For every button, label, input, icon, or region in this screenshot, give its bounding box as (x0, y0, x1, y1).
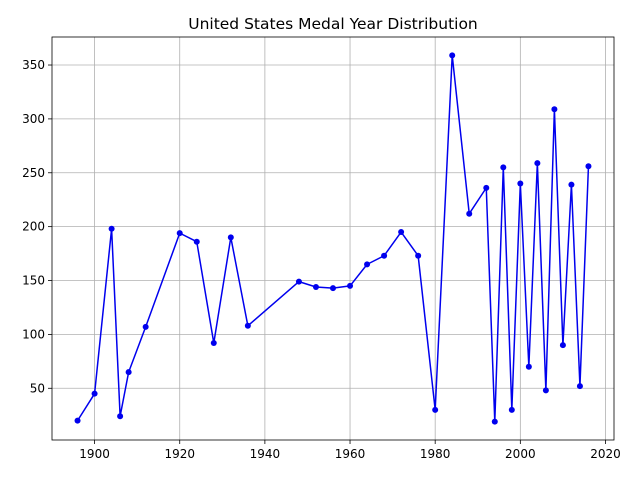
data-point (210, 340, 217, 347)
data-point (125, 369, 132, 376)
data-point (415, 252, 422, 259)
data-point (542, 387, 549, 394)
x-tick-label: 1960 (335, 447, 366, 461)
data-point (117, 413, 124, 420)
data-point (585, 163, 592, 170)
x-axis: 1900 1920 1940 1960 1980 2000 2020 (79, 440, 621, 461)
x-tick-label: 1900 (79, 447, 110, 461)
x-tick-label: 1920 (164, 447, 195, 461)
x-tick-label: 1940 (250, 447, 281, 461)
y-tick-label: 100 (22, 327, 45, 341)
y-tick-label: 350 (22, 58, 45, 72)
plot-frame (51, 36, 615, 441)
data-point (227, 234, 234, 241)
data-point (534, 160, 541, 167)
data-point (91, 390, 98, 397)
chart-title: United States Medal Year Distribution (188, 15, 478, 33)
data-point (500, 164, 507, 171)
data-point (381, 252, 388, 259)
data-point (347, 282, 354, 289)
data-point (483, 184, 490, 191)
data-point (142, 323, 149, 330)
data-point (295, 278, 302, 285)
data-point (74, 417, 81, 424)
data-point (176, 230, 183, 237)
data-point (576, 383, 583, 390)
data-point (517, 180, 524, 187)
x-tick-label: 1980 (420, 447, 451, 461)
gridlines (52, 37, 614, 440)
data-point (508, 406, 515, 413)
y-tick-label: 300 (22, 112, 45, 126)
data-point (568, 181, 575, 188)
data-point (551, 106, 558, 113)
series-layer (74, 52, 592, 425)
y-tick-label: 50 (30, 381, 45, 395)
data-point (559, 342, 566, 349)
data-point (491, 418, 498, 425)
data-point (244, 322, 251, 329)
x-tick-label: 2020 (590, 447, 621, 461)
y-tick-label: 150 (22, 274, 45, 288)
data-point (193, 238, 200, 245)
data-point (330, 285, 336, 292)
data-point (432, 406, 439, 413)
y-tick-label: 250 (22, 166, 45, 180)
data-point (364, 261, 371, 268)
series-line (76, 54, 590, 423)
y-tick-label: 200 (22, 220, 45, 234)
data-point (108, 225, 115, 232)
data-point (466, 210, 473, 217)
y-axis: 50 100 150 200 250 300 350 (22, 58, 52, 395)
data-point (449, 52, 456, 59)
x-tick-label: 2000 (505, 447, 536, 461)
data-point (398, 229, 405, 236)
data-point (312, 283, 319, 290)
data-point (525, 363, 532, 370)
